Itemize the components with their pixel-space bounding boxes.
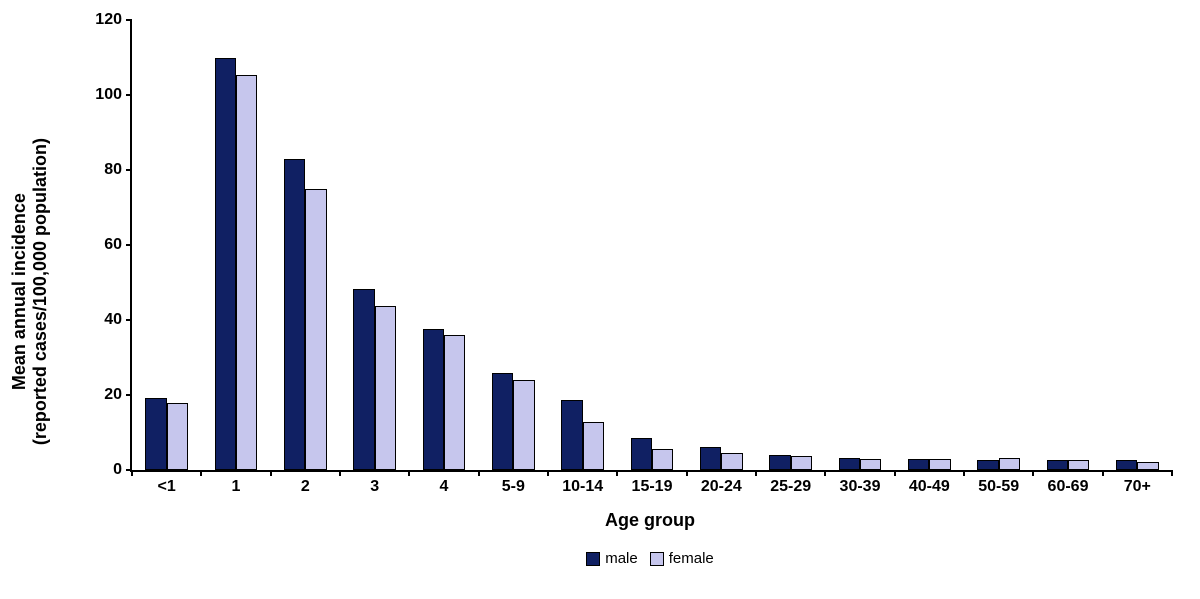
x-tick-label: 2 xyxy=(301,470,310,496)
x-tick-mark xyxy=(200,470,202,476)
x-tick-mark xyxy=(408,470,410,476)
x-axis-title: Age group xyxy=(130,510,1170,531)
bar-female xyxy=(513,380,534,470)
bar-female xyxy=(999,458,1020,470)
bar-male xyxy=(561,400,582,470)
y-tick-label: 80 xyxy=(104,161,132,179)
bar-male xyxy=(492,373,513,470)
bar-female xyxy=(1068,460,1089,470)
bar-female xyxy=(721,453,742,470)
y-tick-label: 40 xyxy=(104,311,132,329)
plot-area: 020406080100120<112345-910-1415-1920-242… xyxy=(130,20,1172,472)
bar-female xyxy=(583,422,604,470)
bar-female xyxy=(167,403,188,471)
x-tick-mark xyxy=(755,470,757,476)
legend-item-male: male xyxy=(586,550,638,567)
x-tick-label: 3 xyxy=(370,470,379,496)
bar-female xyxy=(860,459,881,470)
bar-male xyxy=(1047,460,1068,470)
bar-male xyxy=(1116,460,1137,470)
bar-male xyxy=(700,447,721,470)
bar-male xyxy=(977,460,998,471)
y-axis-title-line2: (reported cases/100,000 population) xyxy=(30,138,51,445)
x-tick-label: 70+ xyxy=(1124,470,1151,496)
bar-male xyxy=(145,398,166,470)
legend-swatch xyxy=(650,552,664,566)
y-tick-label: 60 xyxy=(104,236,132,254)
y-tick-label: 0 xyxy=(113,461,132,479)
x-tick-label: 1 xyxy=(232,470,241,496)
chart-container: Mean annual incidence (reported cases/10… xyxy=(0,0,1200,599)
x-tick-label: 20-24 xyxy=(701,470,742,496)
bar-male xyxy=(839,458,860,470)
bar-female xyxy=(444,335,465,470)
x-tick-label: 25-29 xyxy=(770,470,811,496)
x-tick-mark xyxy=(270,470,272,476)
bar-male xyxy=(769,455,790,470)
bar-male xyxy=(908,459,929,470)
x-tick-label: 50-59 xyxy=(978,470,1019,496)
bar-female xyxy=(652,449,673,470)
x-tick-label: 40-49 xyxy=(909,470,950,496)
bar-female xyxy=(1137,462,1158,470)
y-axis-title: Mean annual incidence (reported cases/10… xyxy=(9,138,51,445)
legend-label: male xyxy=(605,550,638,567)
legend-swatch xyxy=(586,552,600,566)
bar-female xyxy=(236,75,257,470)
x-tick-label: <1 xyxy=(158,470,176,496)
x-tick-mark xyxy=(1102,470,1104,476)
legend: male female xyxy=(130,550,1170,570)
x-tick-label: 10-14 xyxy=(562,470,603,496)
x-tick-label: 30-39 xyxy=(840,470,881,496)
x-tick-mark xyxy=(131,470,133,476)
bar-male xyxy=(215,58,236,470)
bar-female xyxy=(791,456,812,470)
x-tick-mark xyxy=(616,470,618,476)
bar-male xyxy=(423,329,444,470)
x-tick-mark xyxy=(1171,470,1173,476)
bar-female xyxy=(375,306,396,470)
y-axis-title-line1: Mean annual incidence xyxy=(9,138,30,445)
y-tick-label: 20 xyxy=(104,386,132,404)
y-tick-label: 100 xyxy=(95,86,132,104)
x-tick-label: 4 xyxy=(440,470,449,496)
x-tick-label: 15-19 xyxy=(632,470,673,496)
x-tick-label: 60-69 xyxy=(1048,470,1089,496)
y-tick-label: 120 xyxy=(95,11,132,29)
bar-male xyxy=(631,438,652,470)
bar-female xyxy=(929,459,950,470)
x-tick-mark xyxy=(1032,470,1034,476)
x-tick-mark xyxy=(686,470,688,476)
x-tick-mark xyxy=(894,470,896,476)
legend-label: female xyxy=(669,550,714,567)
bar-male xyxy=(353,289,374,470)
bar-male xyxy=(284,159,305,470)
bar-female xyxy=(305,189,326,470)
x-tick-mark xyxy=(824,470,826,476)
legend-item-female: female xyxy=(650,550,714,567)
x-tick-mark xyxy=(547,470,549,476)
x-tick-mark xyxy=(963,470,965,476)
x-tick-mark xyxy=(478,470,480,476)
x-tick-label: 5-9 xyxy=(502,470,525,496)
x-tick-mark xyxy=(339,470,341,476)
